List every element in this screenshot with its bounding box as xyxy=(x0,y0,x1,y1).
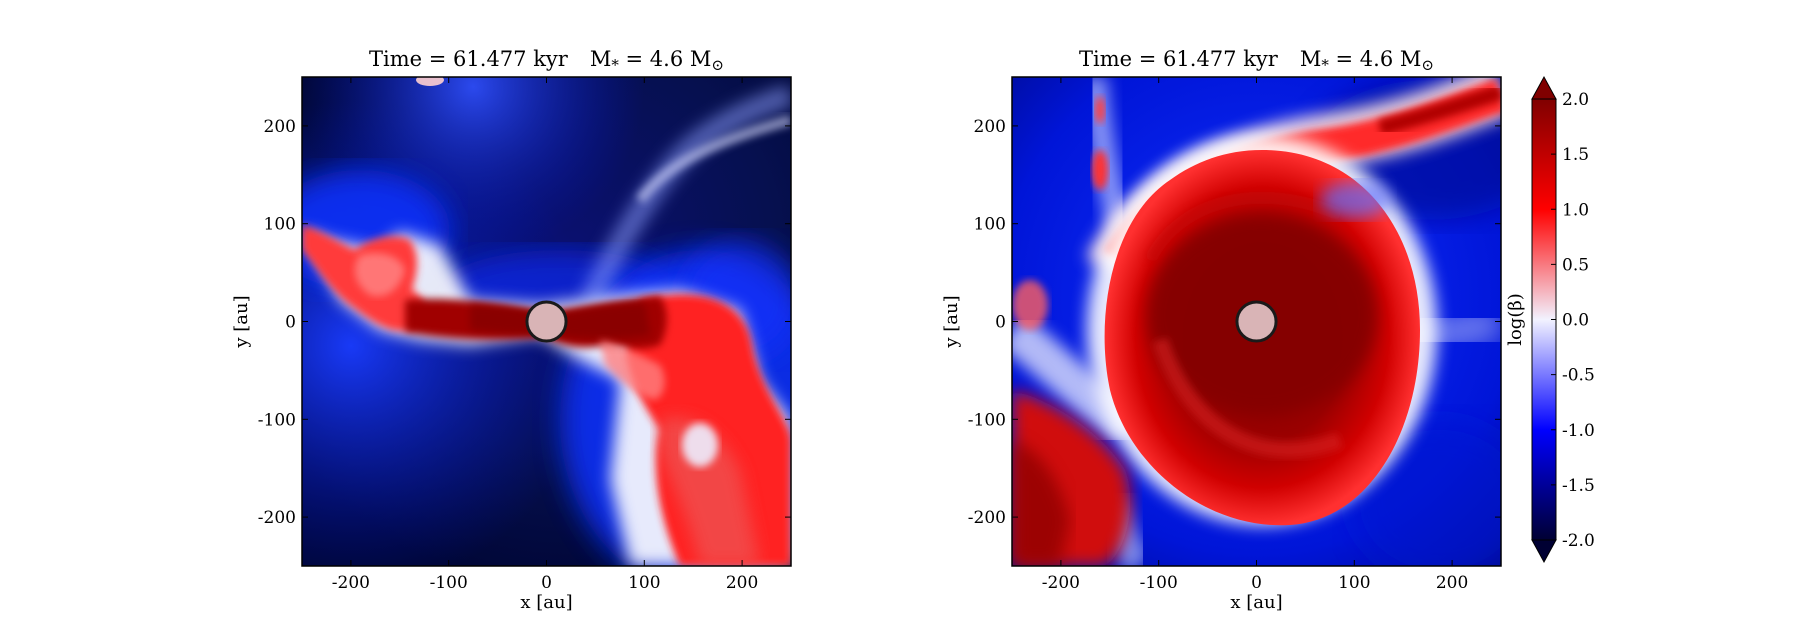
left-x-tick-label: -100 xyxy=(430,573,468,593)
panel-left: -200 -100 0 100 200 -200 -100 0 100 200 Time = 61… xyxy=(231,47,792,613)
left-y-tick-label: -100 xyxy=(258,410,296,430)
right-x-tick-label: -100 xyxy=(1140,573,1178,593)
colorbar-extend-max xyxy=(1531,75,1557,100)
right-y-tick-label: -100 xyxy=(968,410,1006,430)
colorbar: 2.0 1.5 1.0 0.5 0.0 -0.5 -1.0 -1.5 -2.0 log(β) xyxy=(1505,75,1595,564)
colorbar-tick-label: 0.5 xyxy=(1562,255,1589,275)
left-x-tick-label: 200 xyxy=(726,573,758,593)
left-y-tick-label: 100 xyxy=(264,215,296,235)
right-heatmap-field xyxy=(1012,77,1501,566)
left-x-tick-label: 0 xyxy=(541,573,552,593)
left-axis-ticks: -200 -100 0 100 200 -200 -100 0 100 200 xyxy=(258,77,791,593)
right-x-tick-label: 0 xyxy=(1251,573,1262,593)
colorbar-tick-label: -2.0 xyxy=(1562,531,1595,551)
panel-right: -200 -100 0 100 200 -200 -100 0 100 200 Time = 61… xyxy=(941,47,1502,613)
left-panel-title: Time = 61.477 kyr M* = 4.6 M⊙ xyxy=(369,47,724,74)
right-x-axis-label: x [au] xyxy=(1230,592,1282,613)
right-sink-particle-marker xyxy=(1235,300,1278,343)
right-y-tick-label: 200 xyxy=(974,117,1006,137)
colorbar-label: log(β) xyxy=(1505,293,1526,346)
right-x-tick-label: 100 xyxy=(1338,573,1370,593)
right-y-tick-label: -200 xyxy=(968,508,1006,528)
left-y-tick-label: -200 xyxy=(258,508,296,528)
colorbar-tick-label: -1.0 xyxy=(1562,421,1595,441)
colorbar-extend-min xyxy=(1531,539,1557,564)
colorbar-tick-label: 0.0 xyxy=(1562,311,1589,331)
left-x-tick-label: -200 xyxy=(332,573,370,593)
right-x-tick-label: 200 xyxy=(1436,573,1468,593)
left-x-axis-label: x [au] xyxy=(520,592,572,613)
right-y-axis-label: y [au] xyxy=(941,295,962,348)
colorbar-tick-label: 2.0 xyxy=(1562,90,1589,110)
left-x-tick-label: 100 xyxy=(628,573,660,593)
colorbar-ticks: 2.0 1.5 1.0 0.5 0.0 -0.5 -1.0 -1.5 -2.0 xyxy=(1551,90,1595,551)
left-y-tick-label: 0 xyxy=(285,313,296,333)
left-sink-particle-marker xyxy=(525,300,568,343)
left-y-tick-label: 200 xyxy=(264,117,296,137)
colorbar-tick-label: -1.5 xyxy=(1562,476,1595,496)
colorbar-tick-label: 1.5 xyxy=(1562,145,1589,165)
colorbar-tick-label: 1.0 xyxy=(1562,200,1589,220)
right-panel-title: Time = 61.477 kyr M* = 4.6 M⊙ xyxy=(1079,47,1434,74)
left-y-axis-label: y [au] xyxy=(231,295,252,348)
right-y-tick-label: 100 xyxy=(974,215,1006,235)
colorbar-tick-label: -0.5 xyxy=(1562,366,1595,386)
right-x-tick-label: -200 xyxy=(1042,573,1080,593)
right-axis-ticks: -200 -100 0 100 200 -200 -100 0 100 200 xyxy=(968,77,1501,593)
right-y-tick-label: 0 xyxy=(995,313,1006,333)
